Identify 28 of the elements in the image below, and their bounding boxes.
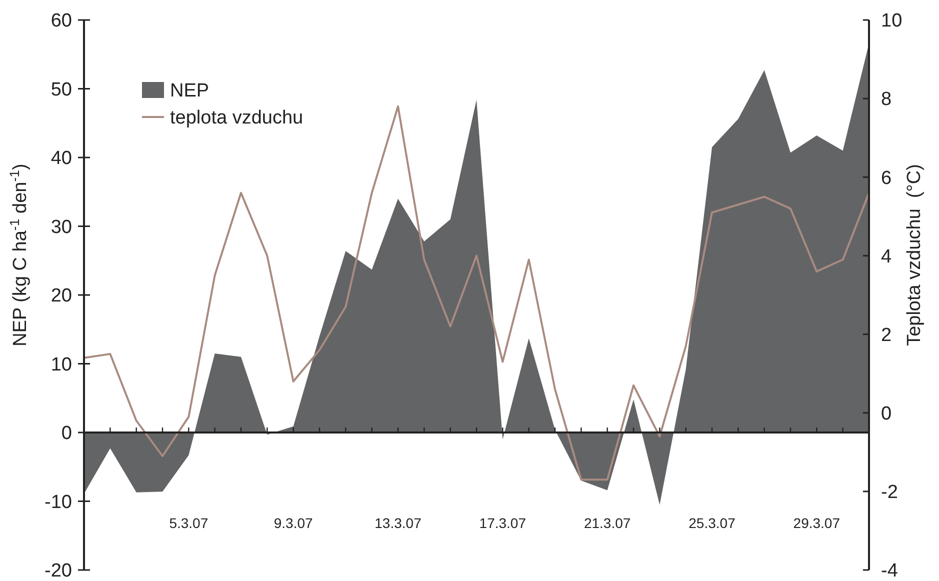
y2-tick-label: 10 (881, 10, 902, 32)
y-tick-label: 50 (50, 79, 72, 100)
y-tick-label: -10 (44, 492, 72, 513)
y2-tick-label: 0 (881, 404, 892, 425)
y-tick-label: 20 (50, 286, 72, 307)
y-tick-label: 40 (50, 148, 72, 170)
y-tick-label: 30 (50, 216, 72, 238)
y-tick-label: 0 (61, 423, 72, 444)
line-series (83, 105, 870, 481)
y-tick-label: 60 (50, 10, 72, 32)
legend-label: teplota vzduchu (170, 108, 304, 129)
y2-tick-label: 4 (881, 246, 892, 268)
y-tick-label: 10 (50, 354, 72, 376)
x-tick-label: 17.3.07 (479, 515, 526, 531)
y2-axis-title: Teplota vzduchu (°C) (904, 164, 925, 346)
y2-tick-label: 8 (881, 89, 892, 110)
legend-label: NEP (170, 80, 210, 102)
x-tick-label: 29.3.07 (793, 515, 840, 531)
x-tick-label: 9.3.07 (274, 515, 313, 531)
x-tick-label: 25.3.07 (688, 515, 736, 531)
y2-tick-label: 6 (881, 168, 892, 189)
y2-tick-label: -2 (881, 482, 898, 504)
x-tick-label: 21.3.07 (584, 515, 631, 531)
y-tick-label: -20 (44, 560, 72, 581)
y2-tick-label: -4 (881, 560, 898, 581)
x-tick-label: 13.3.07 (374, 515, 422, 531)
y2-tick-label: 2 (881, 324, 892, 346)
x-tick-label: 5.3.07 (169, 515, 208, 531)
